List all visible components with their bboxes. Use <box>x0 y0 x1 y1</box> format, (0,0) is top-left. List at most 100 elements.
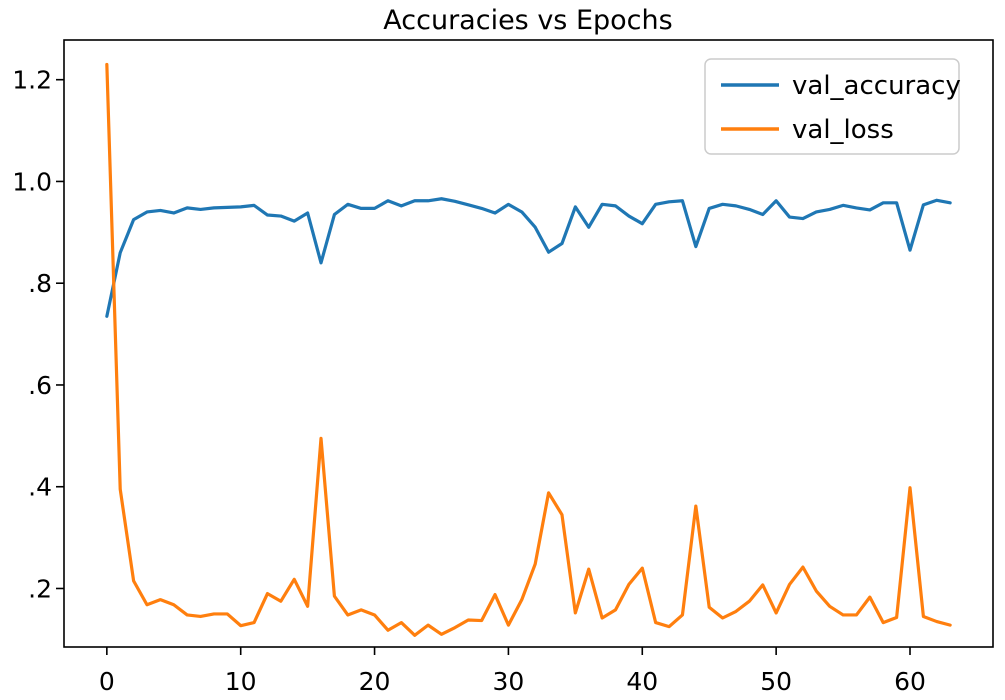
data-point-val-loss <box>868 596 871 599</box>
y-tick-label: 1.0 <box>12 167 52 196</box>
data-point-val-loss <box>842 614 844 616</box>
data-point-val-loss <box>909 486 911 489</box>
data-point-val-loss <box>467 619 470 621</box>
data-point-val-accuracy <box>199 208 202 211</box>
x-tick-label: 30 <box>493 667 525 696</box>
data-point-val-loss <box>628 583 630 586</box>
data-point-val-loss <box>186 614 189 616</box>
data-point-val-accuracy <box>253 204 255 207</box>
legend-label-val-loss: val_loss <box>792 115 894 145</box>
data-point-val-accuracy <box>494 212 496 214</box>
data-point-val-accuracy <box>895 201 898 204</box>
data-point-val-loss <box>949 624 952 627</box>
data-point-val-accuracy <box>855 207 858 209</box>
data-point-val-accuracy <box>668 200 670 203</box>
data-point-val-accuracy <box>440 197 443 200</box>
data-point-val-accuracy <box>735 204 737 207</box>
data-point-val-accuracy <box>654 203 657 206</box>
data-point-val-loss <box>681 614 684 616</box>
plot-frame <box>63 39 994 648</box>
y-tick-label: .6 <box>28 371 52 400</box>
data-point-val-accuracy <box>213 207 215 209</box>
data-point-val-accuracy <box>413 199 416 202</box>
data-point-val-accuracy <box>561 242 563 245</box>
data-point-val-accuracy <box>802 217 804 220</box>
x-tick-label: 20 <box>359 667 391 696</box>
data-point-val-loss <box>815 590 818 592</box>
data-point-val-accuracy <box>186 207 189 209</box>
data-point-val-loss <box>320 437 322 440</box>
data-point-val-accuracy <box>949 201 952 204</box>
data-point-val-loss <box>387 629 389 632</box>
data-point-val-loss <box>400 621 403 624</box>
data-point-val-accuracy <box>868 209 871 211</box>
data-point-val-loss <box>828 605 831 608</box>
data-point-val-loss <box>761 584 764 586</box>
data-point-val-accuracy <box>882 201 885 204</box>
data-point-val-loss <box>507 624 510 627</box>
data-point-val-loss <box>694 505 697 507</box>
data-point-val-accuracy <box>467 203 470 206</box>
data-point-val-loss <box>574 612 577 614</box>
data-point-val-accuracy <box>400 204 403 207</box>
data-point-val-accuracy <box>387 199 389 202</box>
data-point-val-accuracy <box>266 214 269 216</box>
data-point-val-accuracy <box>159 209 162 212</box>
data-point-val-accuracy <box>226 206 229 209</box>
data-point-val-loss <box>279 600 282 603</box>
data-point-val-accuracy <box>333 213 336 216</box>
data-point-val-loss <box>226 613 229 615</box>
data-point-val-accuracy <box>346 203 349 206</box>
data-point-val-loss <box>105 63 108 66</box>
data-point-val-accuracy <box>641 222 644 225</box>
series-line-val-loss <box>105 62 952 637</box>
data-point-val-loss <box>654 621 657 624</box>
data-point-val-loss <box>440 633 443 636</box>
data-point-val-accuracy <box>775 199 778 202</box>
data-point-val-accuracy <box>909 249 911 252</box>
data-point-val-loss <box>266 592 269 595</box>
x-tick-label: 10 <box>225 667 257 696</box>
data-point-val-loss <box>802 566 804 569</box>
data-point-val-accuracy <box>520 211 523 213</box>
data-point-val-loss <box>172 603 175 606</box>
data-point-val-accuracy <box>146 211 148 213</box>
data-point-val-loss <box>132 579 135 582</box>
data-point-val-loss <box>333 595 336 598</box>
data-point-val-accuracy <box>761 213 764 216</box>
data-point-val-loss <box>453 626 456 629</box>
data-point-val-accuracy <box>480 207 483 210</box>
data-point-val-loss <box>708 606 711 609</box>
data-point-val-loss <box>855 614 858 616</box>
data-point-val-accuracy <box>748 208 751 211</box>
data-point-val-loss <box>494 593 496 596</box>
data-point-val-accuracy <box>119 251 122 254</box>
data-point-val-loss <box>748 600 751 603</box>
y-tick-label: .8 <box>28 269 52 298</box>
data-point-val-loss <box>561 513 563 516</box>
data-point-val-loss <box>293 578 296 581</box>
axes-group: 0 10 20 30 40 50 60 .2 .4 .6 .8 1.0 1.2 <box>12 39 994 696</box>
data-point-val-loss <box>253 621 255 624</box>
data-point-val-loss <box>306 605 309 608</box>
data-point-val-accuracy <box>601 203 604 206</box>
data-point-val-accuracy <box>842 204 844 207</box>
data-point-val-loss <box>373 614 376 616</box>
data-point-val-accuracy <box>427 199 429 202</box>
data-point-val-accuracy <box>708 207 711 210</box>
data-point-val-loss <box>427 624 429 627</box>
data-point-val-accuracy <box>828 208 831 211</box>
data-point-val-loss <box>601 617 604 619</box>
data-point-val-accuracy <box>534 226 537 229</box>
data-point-val-accuracy <box>279 215 282 217</box>
data-point-val-accuracy <box>239 205 242 208</box>
chart-title: Accuracies vs Epochs <box>383 5 672 36</box>
data-point-val-accuracy <box>922 203 925 206</box>
data-point-val-loss <box>413 634 416 637</box>
data-point-val-loss <box>480 619 483 622</box>
x-tick-label: 0 <box>99 667 115 696</box>
data-point-val-accuracy <box>587 226 590 229</box>
data-point-val-accuracy <box>320 261 322 264</box>
